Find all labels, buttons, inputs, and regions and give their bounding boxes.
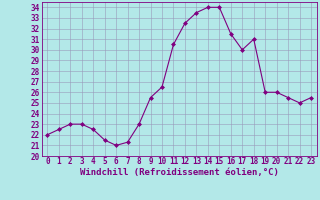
- X-axis label: Windchill (Refroidissement éolien,°C): Windchill (Refroidissement éolien,°C): [80, 168, 279, 177]
